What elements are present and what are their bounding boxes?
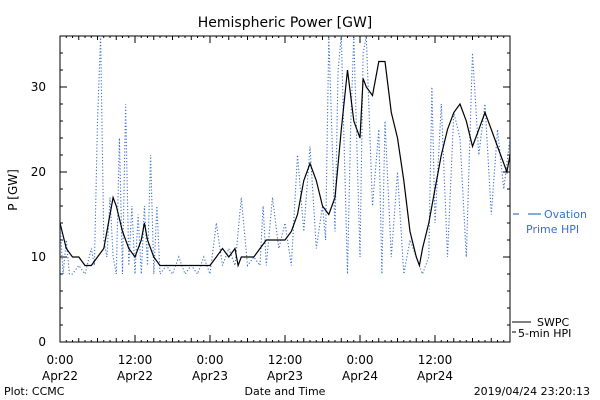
y-tick-label: 0 [38,335,46,349]
legend-swpc-line2: 5-min HPI [518,327,571,340]
legend-swpc-line1: SWPC [537,316,569,329]
x-axis: 0:00 Apr22 12:00 Apr22 0:00 Apr23 12:00 Apr23 0:… [42,36,511,383]
y-axis-label: P [GW] [6,169,20,211]
chart-title: Hemispheric Power [GW] [198,15,373,31]
x-tick-label-time: 12:00 [118,353,153,367]
plot-frame [59,35,511,343]
x-tick-label-time: 12:00 [268,353,303,367]
x-tick-label-date: Apr24 [342,369,378,383]
x-tick-label-date: Apr23 [192,369,228,383]
x-tick-label-time: 0:00 [47,353,74,367]
legend-ovation-line1: Ovation [544,208,587,221]
x-axis-label: Date and Time [245,385,326,398]
x-tick-label-date: Apr23 [267,369,303,383]
x-tick-label-date: Apr24 [417,369,453,383]
x-tick-label-date: Apr22 [117,369,153,383]
x-tick-label-date: Apr22 [42,369,78,383]
x-tick-label-time: 0:00 [197,353,224,367]
plot-timestamp: 2019/04/24 23:20:13 [474,385,590,398]
series-line-ovation-prime-hpi [60,36,510,276]
legend: Ovation Prime HPI SWPC 5-min HPI [512,208,587,340]
series-line-swpc-5-min-hpi [60,60,510,268]
x-tick-label-time: 0:00 [347,353,374,367]
plot-credit: Plot: CCMC [4,385,65,398]
x-tick-label-time: 12:00 [418,353,453,367]
series-layer [60,36,510,276]
y-axis: 0 10 20 30 [31,52,510,349]
y-tick-label: 30 [31,80,46,94]
y-tick-label: 10 [31,250,46,264]
legend-ovation-line2: Prime HPI [526,223,579,236]
y-tick-label: 20 [31,165,46,179]
plot-area: 0 10 20 30 0:00 Apr22 12:00 Apr22 0:00 Apr23 12:0… [31,35,511,383]
